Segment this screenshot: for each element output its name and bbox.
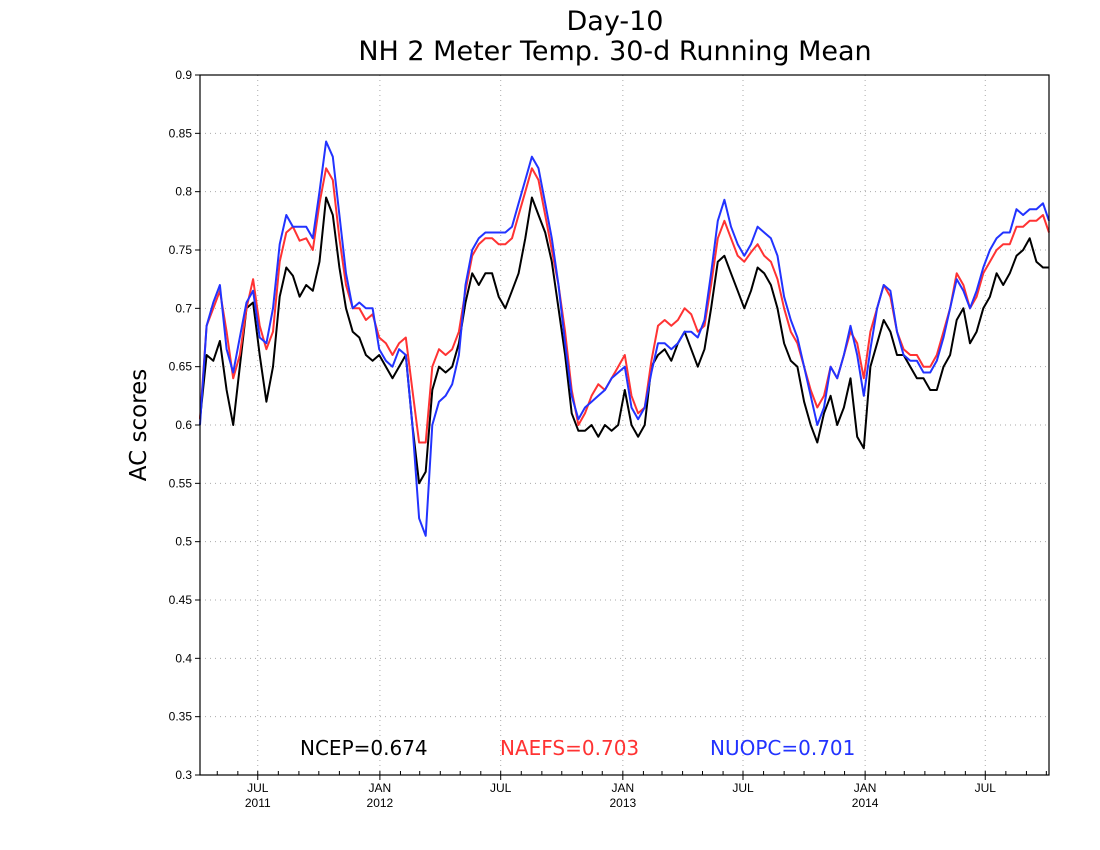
x-tick-label: JUL — [247, 781, 269, 795]
y-tick-label: 0.7 — [175, 301, 192, 315]
y-tick-label: 0.4 — [175, 651, 192, 665]
y-tick-label: 0.75 — [169, 243, 193, 257]
x-tick-year-label: 2013 — [609, 796, 636, 810]
series-line-naefs — [199, 167, 1050, 444]
score-annotation: NUOPC=0.701 — [710, 736, 855, 760]
plot-frame — [199, 74, 1050, 776]
x-tick-year-label: 2011 — [245, 796, 271, 810]
x-tick-label: JUL — [732, 781, 754, 795]
axes: 0.3 0.35 0.4 0.45 0.5 0.55 0.6 0.65 0.7 0.75 0.8 0.… — [169, 68, 1050, 810]
chart-subtitle: NH 2 Meter Temp. 30-d Running Mean — [358, 36, 871, 67]
x-tick-label: JAN — [854, 781, 877, 795]
series-line-nuopc — [199, 140, 1050, 537]
annotations: NCEP=0.674 NAEFS=0.703 NUOPC=0.701 — [300, 736, 855, 760]
y-tick-label: 0.65 — [169, 360, 193, 374]
y-tick-label: 0.45 — [169, 593, 193, 607]
x-tick-label: JAN — [369, 781, 392, 795]
x-tick-label: JUL — [975, 781, 997, 795]
y-tick-label: 0.9 — [175, 68, 192, 82]
chart-title: Day-10 — [567, 6, 664, 37]
series-line-ncep — [199, 196, 1049, 485]
x-tick-year-label: 2012 — [367, 796, 394, 810]
y-axis-label: AC scores — [126, 369, 152, 481]
y-tick-label: 0.5 — [175, 535, 192, 549]
x-tick-label: JAN — [612, 781, 635, 795]
x-tick-label: JUL — [490, 781, 512, 795]
y-tick-label: 0.3 — [175, 768, 192, 782]
y-tick-label: 0.55 — [169, 476, 193, 490]
y-tick-label: 0.35 — [169, 710, 193, 724]
series-layer — [199, 140, 1050, 537]
y-tick-label: 0.85 — [169, 126, 193, 140]
y-tick-label: 0.8 — [175, 185, 192, 199]
grid — [200, 75, 1049, 775]
score-annotation: NCEP=0.674 — [300, 736, 428, 760]
score-annotation: NAEFS=0.703 — [500, 736, 639, 760]
x-tick-year-label: 2014 — [852, 796, 879, 810]
y-tick-label: 0.6 — [175, 418, 192, 432]
